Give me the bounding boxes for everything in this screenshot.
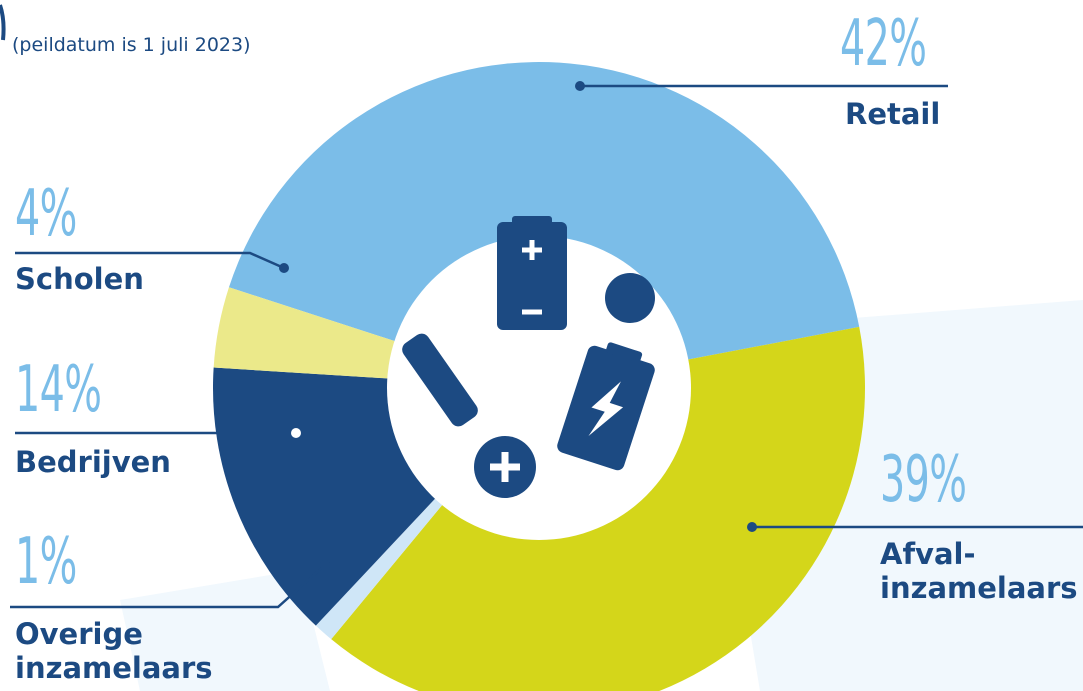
category-label: Afval-inzamelaars	[880, 537, 1078, 605]
lightning	[588, 381, 624, 436]
battery-icon	[512, 216, 552, 226]
leader-dot	[320, 560, 330, 570]
plus-sign	[490, 452, 520, 482]
leader-dot	[575, 81, 585, 91]
category-label: Scholen	[15, 262, 144, 296]
leader-dot	[747, 522, 757, 532]
value-label: 1%	[15, 525, 77, 599]
leader-line	[15, 251, 285, 270]
category-label: Bedrijven	[15, 445, 171, 479]
leader-dot	[291, 428, 301, 438]
subtitle: (peildatum is 1 juli 2023)	[12, 34, 251, 56]
category-label: Retail	[845, 97, 941, 131]
battery-icon	[497, 222, 567, 330]
title-fragment	[0, 4, 6, 41]
coin-battery	[605, 273, 655, 323]
battery-icons	[402, 216, 655, 498]
battery-sign	[522, 240, 542, 315]
background-shape	[120, 570, 330, 691]
battery-icon	[606, 342, 643, 363]
value-label: 14%	[15, 353, 102, 427]
aa-battery	[402, 333, 478, 427]
value-label: 4%	[15, 177, 77, 251]
category-label: Overige inzamelaars	[15, 617, 213, 685]
leader-dot	[279, 263, 289, 273]
value-label: 39%	[880, 443, 967, 517]
leader-line	[10, 564, 326, 609]
value-label: 42%	[840, 7, 927, 81]
